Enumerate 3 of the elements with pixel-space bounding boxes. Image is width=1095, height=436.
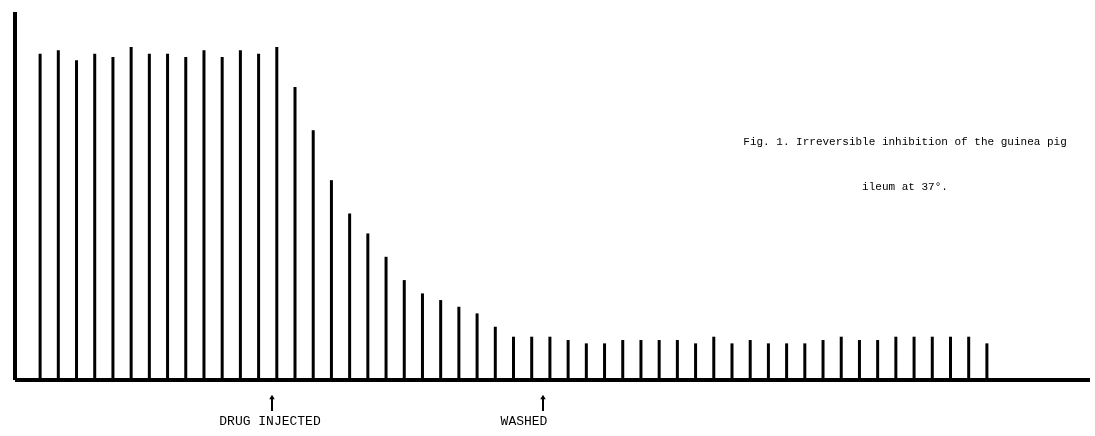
text: WASHED bbox=[500, 414, 548, 429]
text: DRUG INJECTED bbox=[219, 414, 321, 429]
chart-title: Fig. 1. Irreversible inhibition of the guinea pig ileum at 37°. bbox=[743, 136, 1067, 193]
